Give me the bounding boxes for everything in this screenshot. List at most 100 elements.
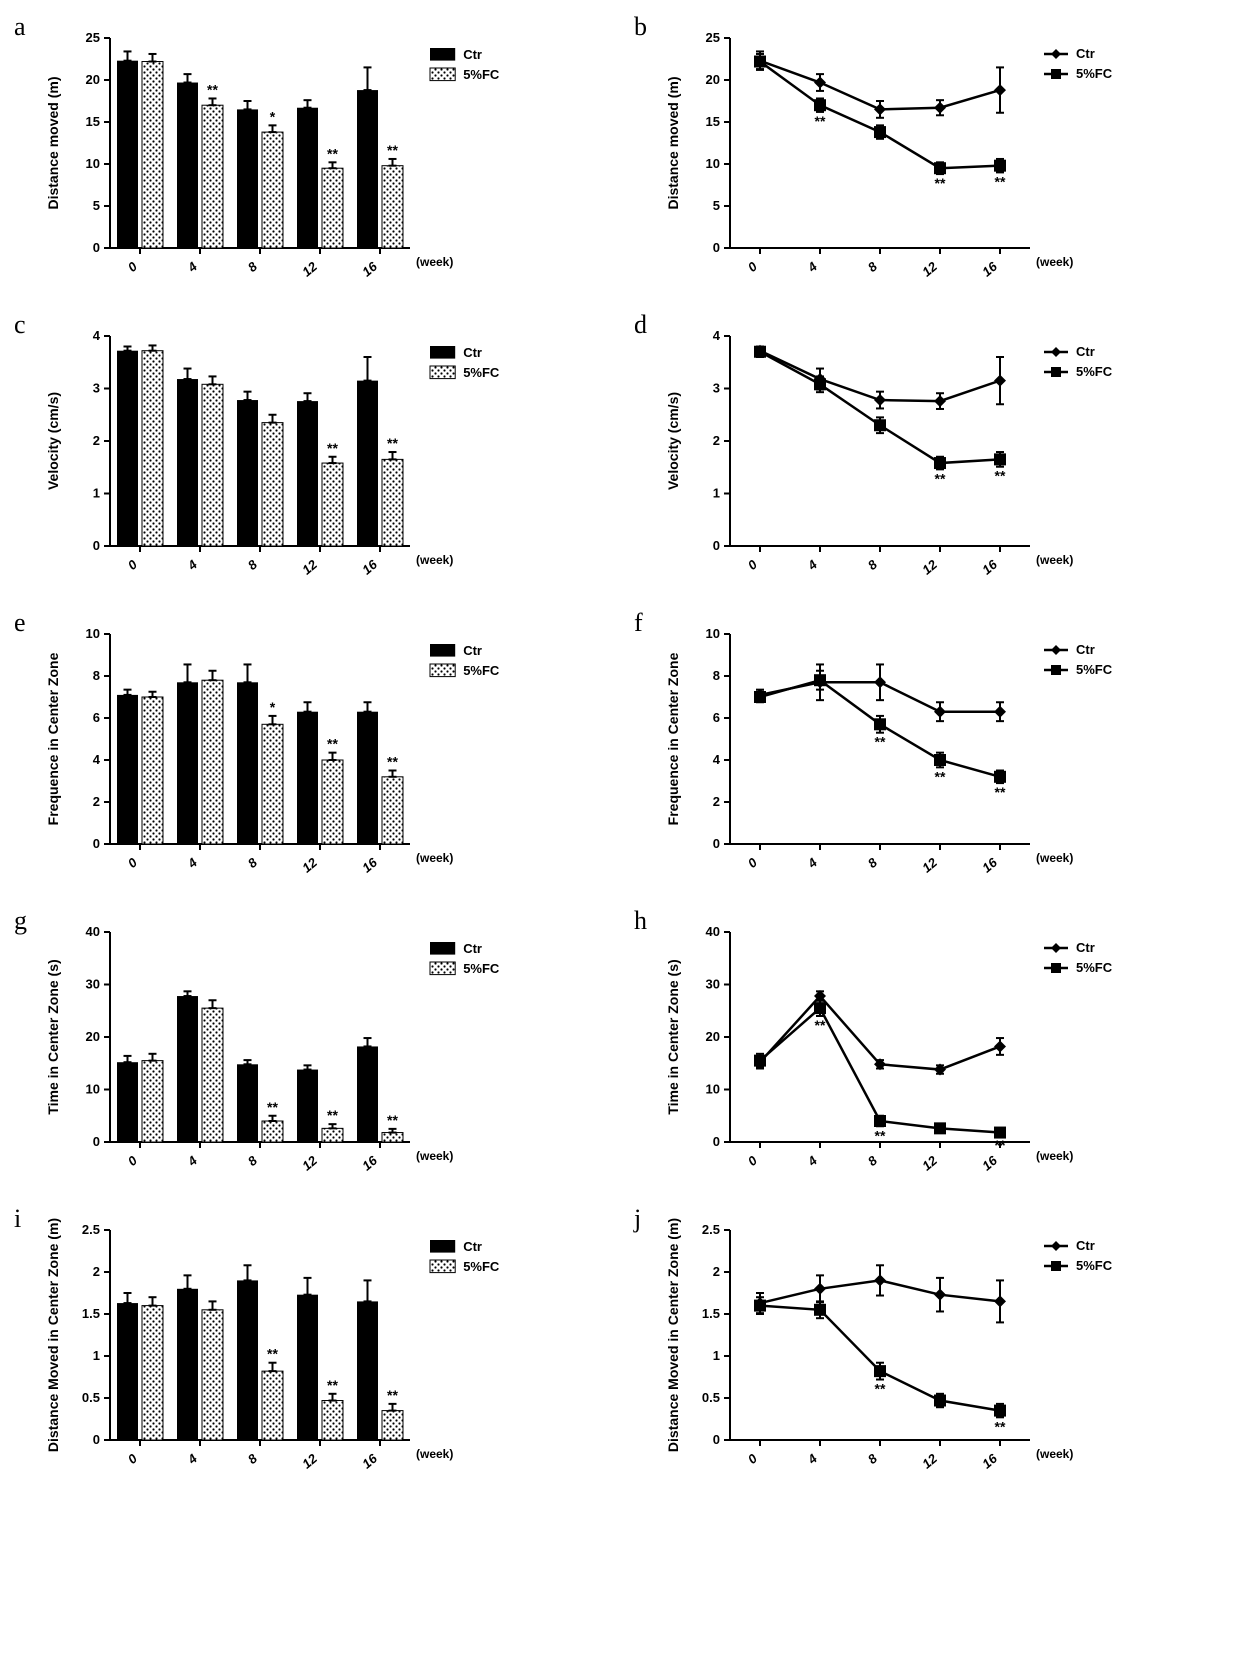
svg-text:Ctr: Ctr	[463, 643, 482, 658]
svg-text:6: 6	[713, 710, 720, 725]
svg-text:**: **	[327, 145, 338, 161]
bar-ctr	[177, 682, 198, 844]
svg-text:5%FC: 5%FC	[463, 365, 500, 380]
bar-ctr	[117, 695, 138, 844]
svg-text:4: 4	[804, 556, 821, 573]
bar-fc	[262, 1371, 283, 1440]
svg-text:4: 4	[713, 328, 721, 343]
panel-label: h	[634, 906, 647, 936]
bar-fc	[382, 777, 403, 844]
svg-text:12: 12	[299, 556, 320, 577]
svg-text:8: 8	[865, 1450, 881, 1467]
svg-text:0: 0	[713, 240, 720, 255]
svg-text:**: **	[935, 768, 946, 784]
bar-ctr	[357, 712, 378, 844]
panel-label: a	[14, 12, 26, 42]
svg-text:15: 15	[706, 114, 720, 129]
svg-text:**: **	[875, 734, 886, 750]
bar-ctr	[297, 1295, 318, 1440]
panel-label: i	[14, 1204, 21, 1234]
panel-c: c012340481216(week)Velocity (cm/s)****Ct…	[20, 318, 600, 598]
svg-text:0: 0	[125, 854, 141, 871]
svg-text:16: 16	[359, 854, 380, 875]
svg-text:0: 0	[125, 1152, 141, 1169]
svg-text:(week): (week)	[1036, 851, 1073, 865]
svg-text:4: 4	[184, 1450, 201, 1467]
svg-text:40: 40	[86, 924, 100, 939]
panel-label: b	[634, 12, 647, 42]
svg-text:1: 1	[713, 486, 720, 501]
svg-text:8: 8	[245, 854, 261, 871]
svg-text:12: 12	[919, 1152, 940, 1173]
panel-j: j00.511.522.50481216(week)Distance Moved…	[640, 1212, 1220, 1492]
bar-ctr	[177, 83, 198, 248]
svg-text:20: 20	[706, 72, 720, 87]
bar-chart: 012340481216(week)Velocity (cm/s)****Ctr…	[20, 318, 580, 598]
svg-text:**: **	[387, 142, 398, 158]
svg-text:**: **	[995, 784, 1006, 800]
svg-text:15: 15	[86, 114, 100, 129]
svg-text:5%FC: 5%FC	[463, 67, 500, 82]
bar-fc	[382, 459, 403, 546]
bar-chart: 02468100481216(week)Frequence in Center …	[20, 616, 580, 896]
svg-text:Distance moved (m): Distance moved (m)	[45, 76, 61, 209]
bar-ctr	[117, 351, 138, 546]
bar-ctr	[357, 90, 378, 248]
svg-text:16: 16	[359, 258, 380, 279]
svg-text:10: 10	[86, 156, 100, 171]
svg-text:8: 8	[713, 668, 720, 683]
bar-fc	[202, 1008, 223, 1142]
bar-fc	[142, 62, 163, 248]
bar-fc	[202, 1310, 223, 1440]
panel-f: f02468100481216(week)Frequence in Center…	[640, 616, 1220, 896]
svg-text:**: **	[207, 81, 218, 97]
svg-text:Velocity (cm/s): Velocity (cm/s)	[45, 392, 61, 490]
svg-text:16: 16	[979, 1450, 1000, 1471]
svg-text:10: 10	[706, 626, 720, 641]
svg-text:12: 12	[299, 1450, 320, 1471]
bar-fc	[322, 760, 343, 844]
svg-text:16: 16	[979, 854, 1000, 875]
svg-text:12: 12	[919, 1450, 940, 1471]
svg-text:1.5: 1.5	[702, 1306, 720, 1321]
panel-g: g0102030400481216(week)Time in Center Zo…	[20, 914, 600, 1194]
line-chart: 05101520250481216(week)Distance moved (m…	[640, 20, 1200, 300]
svg-text:**: **	[387, 435, 398, 451]
svg-text:16: 16	[979, 1152, 1000, 1173]
svg-text:8: 8	[245, 556, 261, 573]
svg-text:2: 2	[713, 433, 720, 448]
svg-text:12: 12	[299, 1152, 320, 1173]
svg-text:Ctr: Ctr	[1076, 46, 1095, 61]
bar-chart: 05101520250481216(week)Distance moved (m…	[20, 20, 580, 300]
bar-ctr	[237, 682, 258, 844]
svg-text:5%FC: 5%FC	[463, 961, 500, 976]
line-chart: 02468100481216(week)Frequence in Center …	[640, 616, 1200, 896]
panel-label: g	[14, 906, 27, 936]
svg-text:0: 0	[745, 258, 761, 275]
svg-text:**: **	[387, 754, 398, 770]
svg-text:4: 4	[184, 258, 201, 275]
bar-fc	[382, 1411, 403, 1440]
svg-text:12: 12	[299, 258, 320, 279]
svg-text:16: 16	[979, 258, 1000, 279]
svg-text:**: **	[387, 1387, 398, 1403]
bar-fc	[322, 463, 343, 546]
svg-text:12: 12	[919, 854, 940, 875]
svg-text:4: 4	[713, 752, 721, 767]
svg-text:0: 0	[745, 854, 761, 871]
svg-text:0: 0	[125, 258, 141, 275]
svg-text:8: 8	[865, 1152, 881, 1169]
svg-text:4: 4	[184, 854, 201, 871]
svg-text:10: 10	[86, 1082, 100, 1097]
svg-text:Ctr: Ctr	[1076, 642, 1095, 657]
svg-text:Ctr: Ctr	[1076, 1238, 1095, 1253]
svg-text:4: 4	[93, 328, 101, 343]
bar-fc	[202, 384, 223, 546]
svg-text:Distance Moved in Center Zone: Distance Moved in Center Zone (m)	[665, 1218, 681, 1452]
bar-chart: 0102030400481216(week)Time in Center Zon…	[20, 914, 580, 1194]
svg-text:0: 0	[93, 240, 100, 255]
svg-text:10: 10	[86, 626, 100, 641]
svg-text:0: 0	[745, 1450, 761, 1467]
svg-text:**: **	[267, 1346, 278, 1362]
bar-fc	[322, 168, 343, 248]
